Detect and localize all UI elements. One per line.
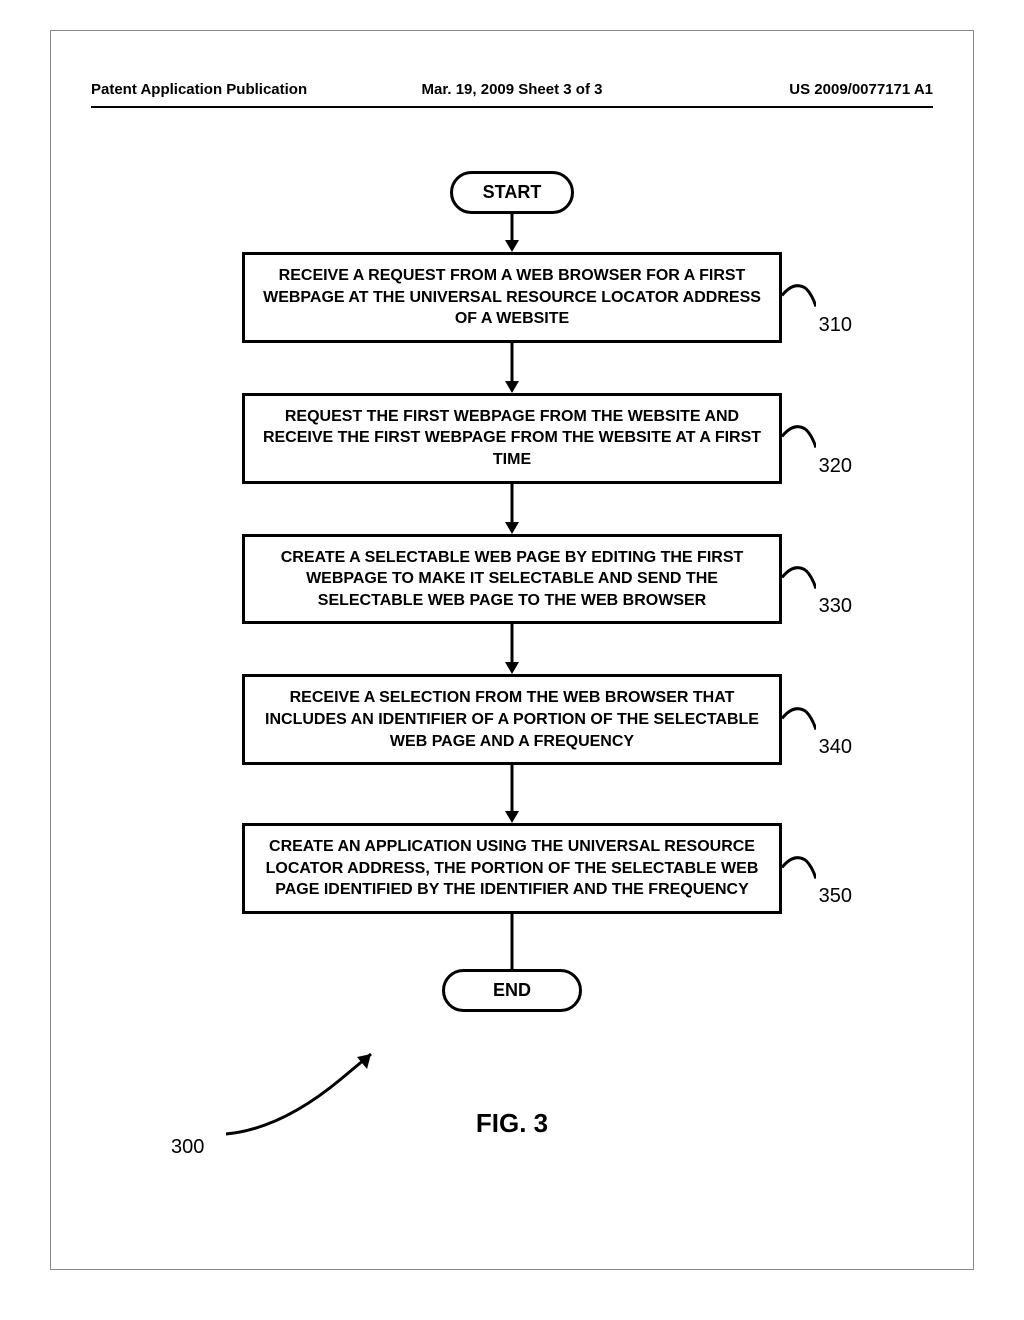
page-frame: Patent Application Publication Mar. 19, …: [50, 30, 974, 1270]
step-box: REQUEST THE FIRST WEBPAGE FROM THE WEBSI…: [242, 393, 782, 484]
step-ref: 310: [819, 314, 852, 337]
header-date-sheet: Mar. 19, 2009 Sheet 3 of 3: [372, 81, 653, 98]
arrow-icon: [502, 765, 522, 823]
leader-icon: [782, 703, 816, 733]
step-box: RECEIVE A SELECTION FROM THE WEB BROWSER…: [242, 674, 782, 765]
arrow-icon: [502, 214, 522, 252]
step-box: CREATE A SELECTABLE WEB PAGE BY EDITING …: [242, 534, 782, 625]
step-ref: 350: [819, 885, 852, 908]
leader-icon: [782, 562, 816, 592]
step-ref: 330: [819, 595, 852, 618]
header-publication: Patent Application Publication: [91, 81, 372, 98]
step-340: RECEIVE A SELECTION FROM THE WEB BROWSER…: [242, 674, 782, 765]
figure-overall-ref: 300: [171, 1136, 204, 1159]
arrow-icon: [502, 624, 522, 674]
end-terminator: END: [442, 969, 582, 1012]
page-header: Patent Application Publication Mar. 19, …: [91, 81, 933, 98]
arrow-icon: [502, 484, 522, 534]
leader-icon: [782, 422, 816, 452]
flowchart: START RECEIVE A REQUEST FROM A WEB BROWS…: [51, 171, 973, 1012]
leader-icon: [782, 852, 816, 882]
step-350: CREATE AN APPLICATION USING THE UNIVERSA…: [242, 823, 782, 914]
arrow-icon: [502, 343, 522, 393]
step-310: RECEIVE A REQUEST FROM A WEB BROWSER FOR…: [242, 252, 782, 343]
header-pubnumber: US 2009/0077171 A1: [652, 81, 933, 98]
step-ref: 320: [819, 455, 852, 478]
step-box: RECEIVE A REQUEST FROM A WEB BROWSER FOR…: [242, 252, 782, 343]
step-330: CREATE A SELECTABLE WEB PAGE BY EDITING …: [242, 534, 782, 625]
leader-icon: [782, 281, 816, 311]
step-ref: 340: [819, 736, 852, 759]
start-terminator: START: [450, 171, 575, 214]
step-box: CREATE AN APPLICATION USING THE UNIVERSA…: [242, 823, 782, 914]
header-rule: [91, 106, 933, 108]
arrow-icon: [502, 914, 522, 969]
figure-label: FIG. 3: [51, 1108, 973, 1139]
step-320: REQUEST THE FIRST WEBPAGE FROM THE WEBSI…: [242, 393, 782, 484]
